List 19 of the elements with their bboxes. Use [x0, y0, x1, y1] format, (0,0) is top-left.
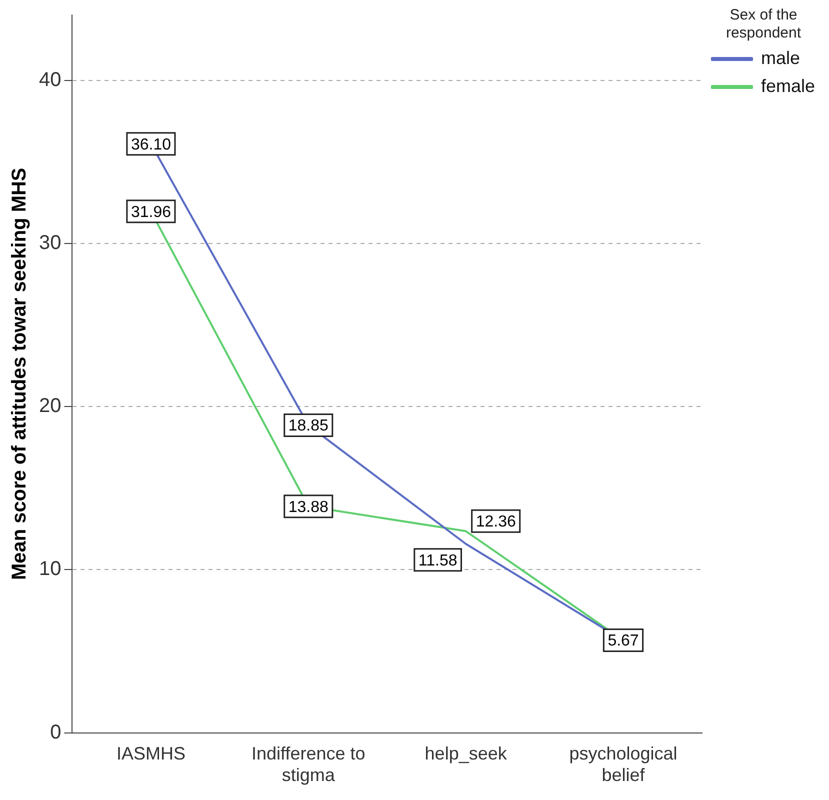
data-label: 18.85: [288, 418, 329, 435]
x-tick-label: psychological belief: [569, 744, 678, 786]
y-tick-label: 10: [38, 558, 62, 580]
x-tick-label: IASMHS: [116, 744, 186, 764]
y-tick-label: 30: [38, 232, 62, 254]
data-label: 13.88: [288, 498, 329, 516]
legend-label: male: [760, 48, 800, 68]
x-tick-label: help_seek: [424, 744, 508, 764]
y-tick-label: 0: [50, 721, 62, 744]
y-axis-title: Mean score of attitudes towar seeking MHS: [8, 168, 31, 580]
legend-label: female: [760, 76, 816, 96]
y-tick-label: 20: [38, 395, 62, 418]
y-tick-label: 40: [38, 68, 62, 91]
data-label: 12.36: [476, 514, 516, 531]
data-label: 11.58: [418, 552, 458, 570]
data-label: 36.10: [130, 136, 172, 154]
x-tick-label: Indifference to stigma: [252, 744, 366, 786]
data-label: 31.96: [130, 204, 172, 221]
legend-title: Sex of the respondent: [726, 6, 802, 42]
